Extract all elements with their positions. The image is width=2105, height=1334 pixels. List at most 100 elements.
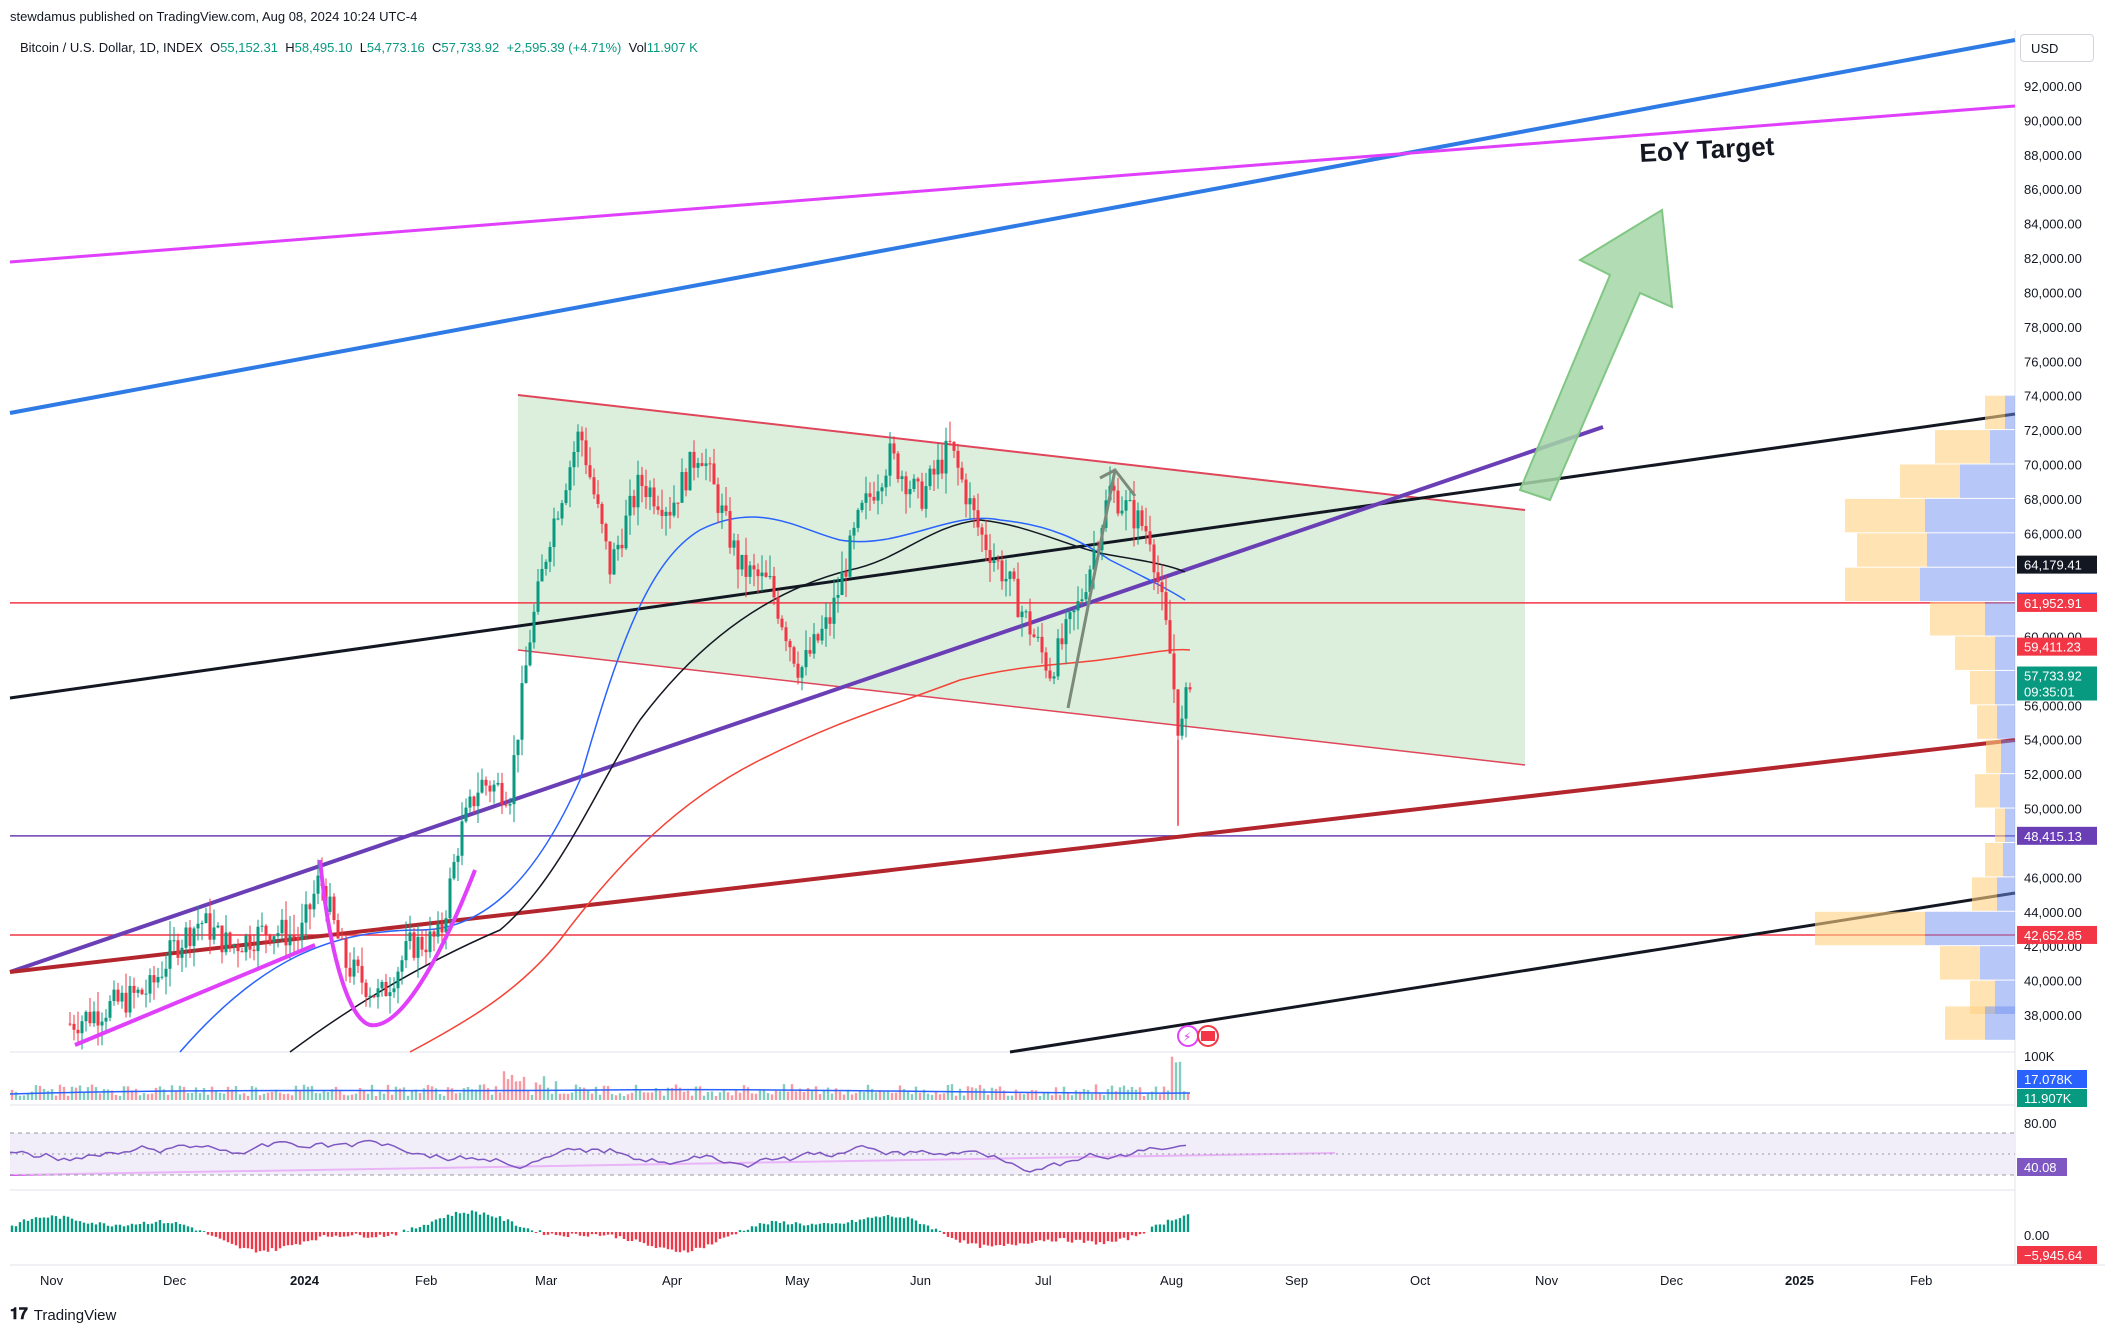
- volume-bar: [498, 1092, 502, 1100]
- price-tag-countdown: 09:35:01: [2024, 685, 2075, 700]
- oscillator-bar: [658, 1232, 662, 1248]
- volume-bar: [934, 1091, 938, 1100]
- candle-body: [796, 663, 800, 678]
- volume-bar: [102, 1089, 106, 1100]
- time-axis-label: Dec: [1660, 1273, 1684, 1288]
- oscillator-bar: [434, 1219, 438, 1232]
- volume-bar: [982, 1088, 986, 1100]
- eoy-target-arrow[interactable]: [1518, 208, 1674, 502]
- volume-bar: [710, 1091, 714, 1100]
- oscillator-bar: [386, 1232, 390, 1237]
- oscillator-bar: [1134, 1232, 1138, 1237]
- volume-bar: [254, 1087, 258, 1100]
- volume-bar: [486, 1088, 490, 1100]
- candle-body: [444, 918, 448, 933]
- time-axis-label: 2025: [1785, 1273, 1814, 1288]
- candle-body: [768, 576, 772, 578]
- price-tick-label: 66,000.00: [2024, 526, 2082, 541]
- oscillator-bar: [98, 1222, 102, 1232]
- volume-bar: [302, 1084, 306, 1100]
- volume-bar: [726, 1092, 730, 1100]
- purple-trendline[interactable]: [9, 425, 1604, 974]
- volume-bar: [634, 1084, 638, 1100]
- oscillator-bar: [522, 1227, 526, 1232]
- candle-body: [712, 463, 716, 485]
- oscillator-bar: [1046, 1232, 1050, 1240]
- candle-body: [856, 509, 860, 528]
- cup-drawing[interactable]: [318, 859, 477, 1028]
- oscillator-bar: [918, 1224, 922, 1232]
- time-axis-label: Nov: [1535, 1273, 1559, 1288]
- volume-bar: [870, 1088, 874, 1100]
- oscillator-bar: [538, 1230, 542, 1232]
- volume-tag-ma-text: 17.078K: [2024, 1072, 2073, 1087]
- candle-body: [488, 785, 492, 792]
- volume-bar: [834, 1088, 838, 1100]
- oscillator-bar: [1138, 1232, 1142, 1235]
- candle-body: [956, 450, 960, 468]
- volume-profile-bar-up: [1925, 498, 2015, 533]
- oscillator-bar: [114, 1224, 118, 1232]
- oscillator-bar: [330, 1232, 334, 1237]
- magenta-short-trendline[interactable]: [74, 943, 316, 1047]
- channel-lower-line[interactable]: [517, 649, 1526, 766]
- volume-bar: [882, 1090, 886, 1100]
- candle-body: [596, 494, 600, 504]
- oscillator-bar: [1050, 1232, 1054, 1242]
- oscillator-bar: [598, 1232, 602, 1236]
- candle-body: [464, 807, 468, 822]
- oscillator-bar: [266, 1232, 270, 1252]
- oscillator-bar: [1078, 1232, 1082, 1240]
- magenta-trendline[interactable]: [9, 104, 2016, 264]
- eoy-target-label[interactable]: EoY Target: [1639, 131, 1776, 168]
- oscillator-bar: [322, 1232, 326, 1236]
- dark-red-trendline[interactable]: [9, 738, 2016, 974]
- black-upper-trendline[interactable]: [9, 412, 2016, 700]
- volume-bar: [222, 1093, 226, 1100]
- candle-body: [652, 487, 656, 507]
- oscillator-bar: [794, 1222, 798, 1232]
- volume-bar: [630, 1092, 634, 1100]
- candle-body: [1180, 718, 1184, 736]
- volume-bar: [386, 1084, 390, 1100]
- volume-bar: [1090, 1094, 1094, 1100]
- oscillator-bar: [286, 1232, 290, 1246]
- volume-bar: [270, 1091, 274, 1100]
- volume-bars: [10, 1056, 1190, 1100]
- grey-arrow-drawing[interactable]: [1066, 468, 1137, 709]
- oscillator-bar: [1038, 1232, 1042, 1241]
- candle-body: [1136, 510, 1140, 529]
- candle-body: [240, 951, 244, 953]
- tradingview-mark-icon: 𝟏𝟕: [10, 1306, 28, 1323]
- volume-bar: [378, 1091, 382, 1100]
- candle-body: [256, 926, 260, 952]
- oscillator-bar: [170, 1223, 174, 1232]
- volume-bar: [1146, 1093, 1150, 1100]
- volume-bar: [442, 1095, 446, 1100]
- volume-bar: [1054, 1087, 1058, 1100]
- volume-bar: [658, 1090, 662, 1100]
- price-tag: [2017, 555, 2097, 574]
- candle-body: [740, 554, 744, 570]
- volume-bar: [166, 1094, 170, 1100]
- blue-trendline[interactable]: [9, 38, 2016, 415]
- volume-bar: [878, 1090, 882, 1100]
- volume-bar: [958, 1088, 962, 1100]
- candle-body: [328, 896, 332, 912]
- oscillator-bar: [46, 1217, 50, 1232]
- oscillator-bar: [974, 1232, 978, 1244]
- candle-body: [372, 995, 376, 998]
- tradingview-logo[interactable]: 𝟏𝟕 TradingView: [10, 1306, 116, 1324]
- candle-body: [440, 923, 444, 933]
- volume-bar: [42, 1088, 46, 1100]
- price-tick-label: 82,000.00: [2024, 251, 2082, 266]
- candle-body: [912, 478, 916, 489]
- candle-body: [868, 493, 872, 497]
- channel-upper-line[interactable]: [517, 394, 1526, 511]
- oscillator-bar: [70, 1218, 74, 1232]
- open-value: 55,152.31: [220, 40, 278, 55]
- currency-button[interactable]: USD: [2020, 34, 2094, 62]
- volume-bar: [74, 1087, 78, 1100]
- candle-body: [1116, 490, 1120, 514]
